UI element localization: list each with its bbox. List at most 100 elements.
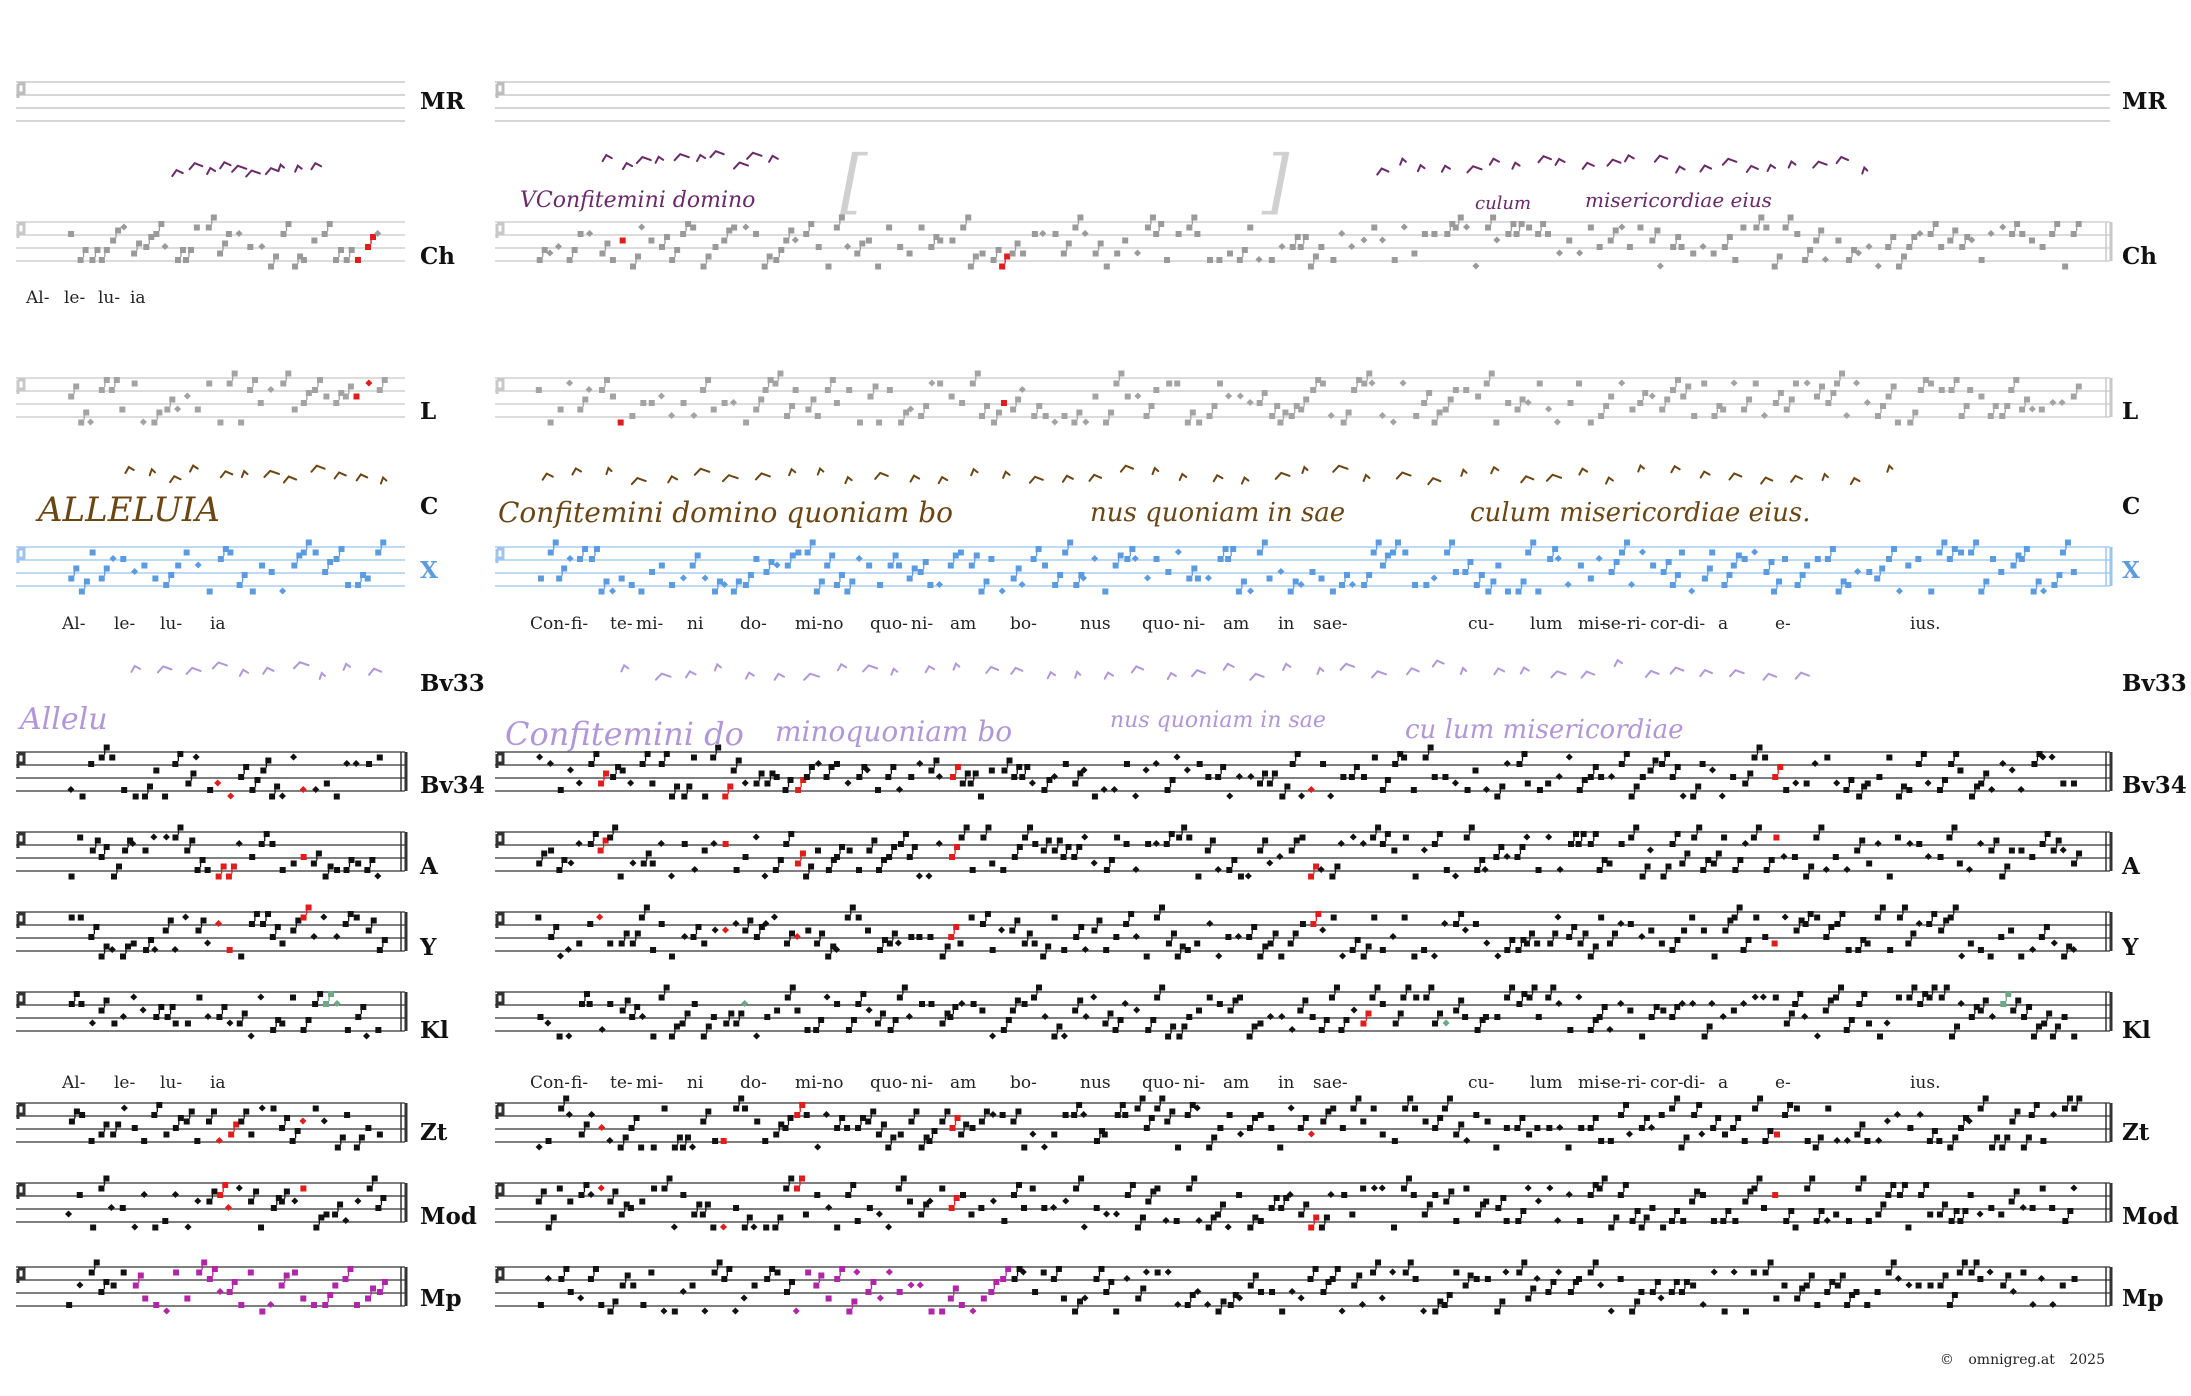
lyric-syllable: ni [687,1073,704,1093]
staff-x-right-note [1730,562,1737,569]
staff-kl-right-note [818,1017,825,1023]
staff-y-right-note [1262,943,1269,950]
staff-ch-right-note [1307,263,1314,270]
staff-x-right-note [1721,582,1728,588]
staff-bv34-right-note [690,754,697,761]
staff-x-right-note-rhombus [1638,548,1647,556]
staff-y-right-note [576,940,583,947]
neume-c-left [169,474,182,484]
staff-a-right-note-rhombus [1244,872,1252,880]
staff-mp-right-note [1032,1289,1039,1295]
staff-x-right-note [2010,562,2017,569]
staff-zt-right-note [1098,1128,1105,1134]
staff-l-right-note [2038,406,2045,413]
staff-zt-right-note [1643,1115,1650,1121]
staff-a-right-note [1946,834,1953,841]
neume-c-right [667,475,679,484]
staff-bv34-left-note [177,751,184,757]
neume-ch-right-2 [1745,164,1759,173]
staff-kl-left-note [279,1020,286,1027]
staff-y-left-note [93,924,100,930]
staff-y-right-note [1287,940,1294,947]
staff-a-left-note [230,863,237,870]
staff-zt-right-note [2033,1102,2040,1108]
staff-l-right-note [1953,377,1960,383]
staff-kl-right-note [1706,1023,1713,1030]
staff-a-right-note [777,857,784,863]
staff-l-right-note [2013,377,2020,383]
neume-ch-right-2 [1376,167,1390,176]
staff-zt-right-note [799,1102,806,1108]
staff-kl-right-note-rhombus [1988,1012,1996,1021]
staff-x-right-note-rhombus [720,580,728,589]
neume-bv33-right [1493,667,1506,676]
staff-mod-right-note [1927,1211,1934,1218]
staff-y-left-note [300,914,307,921]
staff-bv34-right-note [1906,787,1913,793]
staff-mod-right-note [1694,1188,1701,1195]
staff-y-right-note-rhombus [894,939,902,947]
staff-zt-right-note [944,1108,951,1115]
lyric-syllable: quo- [1142,1073,1180,1093]
staff-bv34-right-note [1294,751,1301,757]
staff-y-left-note [238,953,245,960]
staff-y-left-note-rhombus [108,945,116,954]
staff-l-right-note-rhombus [928,379,936,387]
staff-a-right-note-rhombus [1359,839,1367,848]
neume-bv33-right [952,661,961,671]
staff-l-right-note [1274,403,1281,409]
staff-mod-right-note [763,1224,770,1231]
staff-y-right-note [1014,917,1021,924]
staff-y-right-note [1401,914,1408,921]
staff-zt-left-note [358,1134,365,1141]
staff-mp-right-note-rhombus [2049,1300,2057,1309]
staff-l-right-note [547,419,554,426]
staff-ch-right-note [1411,250,1418,257]
staff-kl-right-note [919,1001,926,1007]
staff-a-right-note [1195,873,1202,880]
staff-ch-right-note [705,253,712,260]
staff-y-right-note-rhombus [762,919,770,928]
staff-kl-right-note [1504,994,1511,1001]
staff-kl-right-note [2021,1014,2028,1020]
staff-ch-left-note [89,257,96,263]
staff-mod-right-note-rhombus [1546,1184,1554,1192]
staff-mp-right-note [825,1295,832,1302]
staff-l-right-note [1711,413,1718,419]
staff-bv34-right-note [1969,793,1976,800]
staff-kl-left-note [241,1010,248,1017]
neume-ch-left [264,166,280,176]
staff-mp-right-note [1956,1269,1963,1276]
siglum-right-a: A [2122,853,2140,880]
staff-x-right-note [1674,572,1681,578]
staff-x-right-note [1885,556,1892,562]
staff-l-right-note [1269,413,1276,419]
staff-ch-left-note [285,221,292,227]
staff-l-left-note [285,370,292,377]
lyric-syllable: se- [1602,614,1627,634]
staff-mod-right-note [639,1198,646,1205]
staff-x-left-note [364,575,371,582]
staff-zt-right-note [1189,1102,1196,1108]
staff-zt-left-note [73,1108,80,1115]
neume-bv33-right [1166,671,1177,680]
neume-bv33-right [1669,666,1685,675]
staff-mp-right-note [2005,1272,2012,1279]
staff-mod-right-note [691,1211,698,1218]
staff-mod-right-note [834,1224,841,1231]
staff-y-right-note [638,914,645,921]
staff-x-right-note [730,588,737,595]
staff-zt-right-note [1184,1112,1191,1118]
staff-ch-left-note [354,257,361,263]
staff-mp-right-note [1516,1269,1523,1276]
staff-bv34-right-note [1876,774,1883,780]
staff-zt-right-clef-icon [495,1103,505,1119]
staff-bv34-right-note-rhombus [2008,766,2016,774]
staff-x-right-note [2018,556,2025,562]
staff-bv34-left-note-rhombus [214,779,222,787]
neume-ch-right-2 [1812,160,1828,169]
neume-c-right [1151,466,1160,476]
staff-mod-right-note [666,1175,673,1182]
staff-ch-left-note [365,244,372,250]
staff-kl-right-note-rhombus [1957,999,1965,1008]
